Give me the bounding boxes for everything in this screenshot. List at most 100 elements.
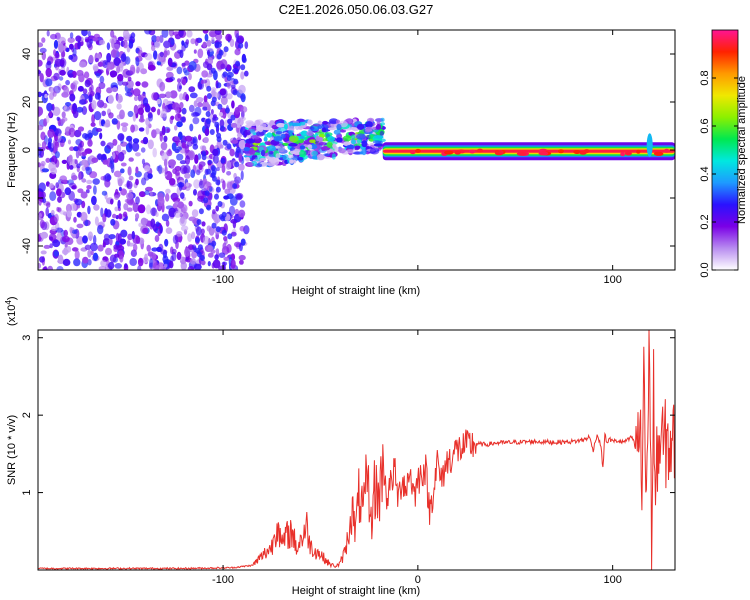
spectrogram-cell (221, 211, 227, 218)
spectrogram-cell (168, 30, 174, 37)
spectrogram-cell (172, 102, 180, 111)
spectrogram-cell (181, 40, 185, 46)
spectrogram-cell (41, 51, 46, 61)
spectrogram-cell (164, 165, 168, 175)
colorbar-tick-label: 0.6 (699, 118, 711, 133)
spectrogram-cell (188, 61, 197, 71)
spectrogram-cell (109, 70, 118, 78)
spectrogram-cell (99, 132, 103, 140)
spectrogram-cell (241, 57, 247, 63)
spectrogram-cell (58, 36, 66, 45)
spectrogram-cell (343, 141, 351, 146)
spectrogram-cell (56, 232, 63, 242)
spectrogram-cell (52, 91, 57, 97)
spectrogram-cell (160, 141, 168, 151)
spectrogram-cell (197, 244, 203, 251)
spectrogram-cell (245, 138, 256, 144)
spectrogram-cell (356, 133, 366, 140)
spectrogram-cell (215, 248, 219, 254)
spectrogram-cell (96, 53, 102, 60)
spectrogram-cell (45, 207, 49, 217)
spectrogram-cell (133, 243, 138, 252)
spectrogram-cell (210, 109, 214, 115)
spectrogram-cell (275, 153, 281, 159)
spectrogram-cell (225, 33, 233, 42)
spectrogram-cell (117, 133, 125, 141)
spectrogram-cell (158, 93, 167, 99)
spectrogram-cell (62, 258, 71, 266)
spectrogram-cell (93, 204, 100, 211)
spectrogram-cell (90, 250, 94, 256)
x-tick-label: 100 (603, 574, 621, 586)
spectrogram-cell (117, 73, 124, 82)
spectrogram-cell (231, 100, 235, 109)
spectrogram-cell (185, 182, 189, 187)
spectrogram-cell (67, 139, 72, 145)
spectrogram-cell (66, 246, 72, 253)
spectrogram-cell (81, 30, 88, 37)
spectrogram-cell (69, 165, 74, 170)
spectrogram-cell (160, 249, 168, 255)
spectrogram-cell (345, 144, 356, 149)
spectrogram-cell (137, 257, 144, 267)
spectrogram-cell (56, 188, 62, 197)
spectrogram-cell (71, 175, 78, 181)
spectrogram-cell (54, 151, 60, 159)
spectrogram-cell (205, 73, 213, 78)
spectrogram-cell (97, 244, 104, 252)
spectrogram-cell (133, 95, 139, 101)
spectrogram-cell (170, 255, 174, 263)
spectrogram-cell (76, 236, 84, 245)
spectrogram-cell (283, 123, 288, 130)
spectrogram-cell (188, 200, 193, 207)
spectrogram-cell (181, 62, 186, 67)
spectrogram-cell (232, 67, 240, 74)
spectrogram-cell (165, 193, 170, 202)
spectrogram-cell (69, 146, 75, 151)
spectrogram-cell (172, 168, 178, 175)
spectrogram-cell (89, 90, 95, 96)
spectrogram-cell (235, 194, 243, 201)
spectrogram-cell (76, 163, 81, 169)
spectrogram-cell (154, 128, 160, 135)
spectrogram-cell (49, 243, 53, 249)
spectrogram-cell (197, 48, 204, 59)
spectrogram-cell (223, 46, 229, 53)
spectrogram-cell (179, 93, 184, 101)
spectrogram-cell (156, 246, 163, 252)
spectrogram-cell (152, 147, 157, 158)
spectrogram-cell (194, 38, 199, 46)
spectrogram-cell (146, 244, 151, 252)
spectrogram-cell (111, 118, 118, 125)
spectrogram-cell (38, 162, 41, 168)
spectrogram-cell (67, 155, 73, 166)
spectrogram-cell (168, 178, 176, 186)
spectrogram-cell (66, 210, 73, 218)
spectrogram-cell (135, 178, 139, 186)
spectrogram-cell (238, 42, 244, 49)
spectrogram-cell (226, 93, 233, 100)
spectrogram-cell (230, 139, 239, 144)
spectrogram-cell (288, 130, 294, 134)
spectrogram-cell (538, 151, 549, 156)
spectrogram-cell (68, 73, 74, 78)
spectrogram-cell (222, 71, 228, 78)
spectrogram-cell (342, 135, 352, 142)
spectrogram-cell (218, 252, 226, 258)
spectrogram-cell (179, 160, 187, 165)
spectrogram-cell (223, 256, 230, 261)
spectrogram-cell (112, 213, 117, 219)
spectrogram-cell (216, 82, 222, 89)
spectrogram-cell (238, 37, 244, 45)
spectrogram-cell (278, 145, 285, 153)
spectrogram-cell (202, 235, 210, 245)
spectrogram-cell (103, 233, 110, 241)
spectrogram-cell (379, 130, 385, 137)
spectrogram-cell (64, 243, 68, 248)
spectrogram-cell (366, 126, 373, 130)
spectrogram-cell (128, 139, 133, 149)
snr-scale-close: ) (6, 296, 18, 300)
spectrogram-cell (92, 178, 100, 185)
spectrogram-cell (238, 139, 247, 150)
spectrogram-cell (95, 128, 103, 132)
